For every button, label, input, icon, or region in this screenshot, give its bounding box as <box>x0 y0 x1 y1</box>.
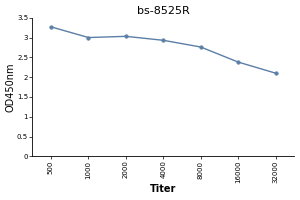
Title: bs-8525R: bs-8525R <box>137 6 190 16</box>
X-axis label: Titer: Titer <box>150 184 176 194</box>
Y-axis label: OD450nm: OD450nm <box>6 62 16 112</box>
